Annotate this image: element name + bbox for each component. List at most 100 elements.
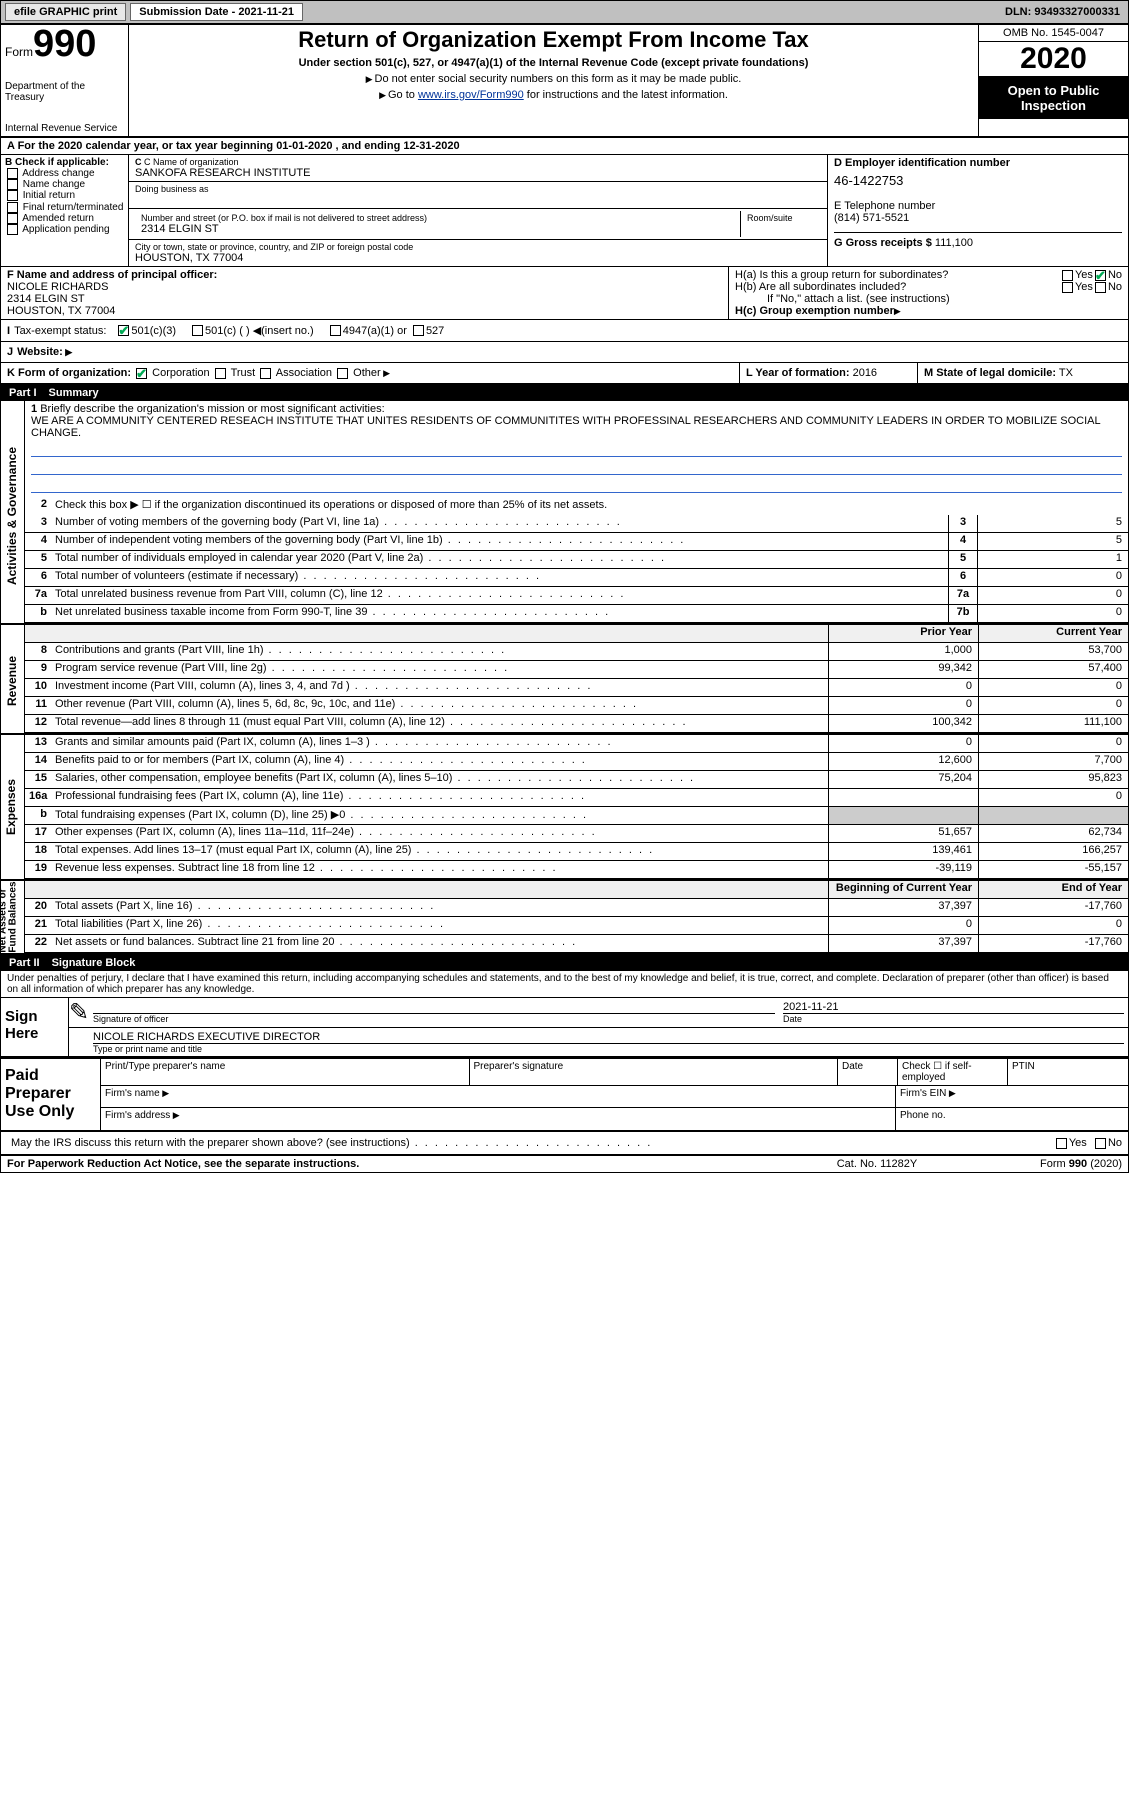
form-label: Form: [5, 45, 33, 59]
header-left: Form990 Department of the Treasury Inter…: [1, 25, 129, 136]
chk-app-pending[interactable]: Application pending: [5, 224, 124, 235]
line-b: bTotal fundraising expenses (Part IX, co…: [25, 807, 1128, 825]
addr-label: Number and street (or P.O. box if mail i…: [141, 213, 734, 223]
col-b-label: B Check if applicable:: [5, 157, 124, 168]
expenses-section: Expenses 13Grants and similar amounts pa…: [1, 735, 1128, 881]
paid-preparer-block: Paid Preparer Use Only Print/Type prepar…: [1, 1057, 1128, 1132]
chk-final-return[interactable]: Final return/terminated: [5, 202, 124, 213]
header-middle: Return of Organization Exempt From Incom…: [129, 25, 978, 136]
officer-name: NICOLE RICHARDS: [7, 281, 722, 293]
tel-label: E Telephone number: [834, 200, 1122, 212]
discuss-yes[interactable]: [1056, 1138, 1067, 1149]
col-h-group: H(a) Is this a group return for subordin…: [728, 267, 1128, 319]
chk-4947[interactable]: [330, 325, 341, 336]
section-b-c-d: B Check if applicable: Address change Na…: [1, 155, 1128, 267]
preparer-name[interactable]: Print/Type preparer's name: [101, 1059, 470, 1085]
line-10: 10Investment income (Part VIII, column (…: [25, 679, 1128, 697]
preparer-sig[interactable]: Preparer's signature: [470, 1059, 839, 1085]
form-title: Return of Organization Exempt From Incom…: [133, 27, 974, 53]
ha-row: H(a) Is this a group return for subordin…: [735, 269, 1122, 281]
dept-irs: Internal Revenue Service: [5, 123, 124, 134]
chk-527[interactable]: [413, 325, 424, 336]
line-8: 8Contributions and grants (Part VIII, li…: [25, 643, 1128, 661]
line-4: 4Number of independent voting members of…: [25, 533, 1128, 551]
ha-yes[interactable]: [1062, 270, 1073, 281]
chk-address-change[interactable]: Address change: [5, 168, 124, 179]
line-20: 20Total assets (Part X, line 16)37,397-1…: [25, 899, 1128, 917]
ha-no[interactable]: [1095, 270, 1106, 281]
chk-assoc[interactable]: [260, 368, 271, 379]
vlabel-netassets: Net Assets orFund Balances: [1, 881, 25, 953]
hc-row: H(c) Group exemption number: [735, 305, 1122, 317]
dln: DLN: 93493327000331: [1001, 4, 1124, 20]
pen-icon: ✎: [69, 998, 89, 1027]
chk-501c[interactable]: [192, 325, 203, 336]
preparer-selfemp[interactable]: Check ☐ if self-employed: [898, 1059, 1008, 1085]
netassets-header: Beginning of Current Year End of Year: [25, 881, 1128, 899]
ein-value: 46-1422753: [834, 169, 1122, 192]
sign-here-block: Sign Here ✎ Signature of officer 2021-11…: [1, 998, 1128, 1057]
row-i-tax-status: I Tax-exempt status: 501(c)(3) 501(c) ( …: [1, 320, 1128, 342]
efile-print-button[interactable]: efile GRAPHIC print: [5, 3, 126, 21]
chk-amended-return[interactable]: Amended return: [5, 213, 124, 224]
city-block: City or town, state or province, country…: [129, 240, 827, 266]
col-d-ein: D Employer identification number 46-1422…: [828, 155, 1128, 266]
footer: For Paperwork Reduction Act Notice, see …: [1, 1156, 1128, 1172]
section-f-h: F Name and address of principal officer:…: [1, 267, 1128, 320]
hb-note: If "No," attach a list. (see instruction…: [735, 293, 1122, 305]
line-12: 12Total revenue—add lines 8 through 11 (…: [25, 715, 1128, 733]
dba-label: Doing business as: [135, 184, 821, 194]
footer-paperwork: For Paperwork Reduction Act Notice, see …: [7, 1158, 792, 1170]
chk-501c3[interactable]: [118, 325, 129, 336]
line-19: 19Revenue less expenses. Subtract line 1…: [25, 861, 1128, 879]
omb-number: OMB No. 1545-0047: [979, 25, 1128, 42]
city-value: HOUSTON, TX 77004: [135, 252, 821, 264]
l-year: L Year of formation: 2016: [739, 363, 917, 383]
org-name: SANKOFA RESEARCH INSTITUTE: [135, 167, 821, 179]
revenue-section: Revenue Prior Year Current Year 8Contrib…: [1, 625, 1128, 735]
discuss-no[interactable]: [1095, 1138, 1106, 1149]
chk-name-change[interactable]: Name change: [5, 179, 124, 190]
row-j-website: J Website:: [1, 342, 1128, 363]
preparer-ptin[interactable]: PTIN: [1008, 1059, 1128, 1085]
chk-initial-return[interactable]: Initial return: [5, 190, 124, 201]
sign-here-label: Sign Here: [1, 998, 69, 1056]
line-b: bNet unrelated business taxable income f…: [25, 605, 1128, 623]
officer-label: F Name and address of principal officer:: [7, 269, 722, 281]
hb-no[interactable]: [1095, 282, 1106, 293]
firm-ein[interactable]: Firm's EIN: [896, 1086, 1128, 1107]
org-name-label: C C Name of organization: [135, 157, 821, 167]
m-state: M State of legal domicile: TX: [917, 363, 1128, 383]
activities-governance-section: Activities & Governance 1 Briefly descri…: [1, 401, 1128, 625]
line-2: 2Check this box ▶ ☐ if the organization …: [25, 497, 1128, 515]
irs-link[interactable]: www.irs.gov/Form990: [418, 89, 524, 101]
officer-signature-line[interactable]: [93, 1000, 775, 1014]
line-22: 22Net assets or fund balances. Subtract …: [25, 935, 1128, 953]
ein-label: D Employer identification number: [834, 157, 1122, 169]
revenue-header: Prior Year Current Year: [25, 625, 1128, 643]
footer-formno: Form 990 (2020): [962, 1158, 1122, 1170]
chk-other[interactable]: [337, 368, 348, 379]
chk-trust[interactable]: [215, 368, 226, 379]
line-1-mission: 1 Briefly describe the organization's mi…: [25, 401, 1128, 497]
vlabel-governance: Activities & Governance: [1, 401, 25, 623]
preparer-date[interactable]: Date: [838, 1059, 898, 1085]
line-13: 13Grants and similar amounts paid (Part …: [25, 735, 1128, 753]
firm-name[interactable]: Firm's name: [101, 1086, 896, 1107]
line-18: 18Total expenses. Add lines 13–17 (must …: [25, 843, 1128, 861]
firm-phone[interactable]: Phone no.: [896, 1108, 1128, 1130]
firm-addr[interactable]: Firm's address: [101, 1108, 896, 1130]
officer-addr1: 2314 ELGIN ST: [7, 293, 722, 305]
line-17: 17Other expenses (Part IX, column (A), l…: [25, 825, 1128, 843]
dept-treasury: Department of the Treasury: [5, 81, 124, 103]
tax-year: 2020: [979, 42, 1128, 77]
chk-corp[interactable]: [136, 368, 147, 379]
officer-name-title: NICOLE RICHARDS EXECUTIVE DIRECTOR: [93, 1030, 1124, 1044]
form-subtitle: Under section 501(c), 527, or 4947(a)(1)…: [133, 57, 974, 69]
footer-catno: Cat. No. 11282Y: [792, 1158, 962, 1170]
vlabel-expenses: Expenses: [1, 735, 25, 879]
hb-yes[interactable]: [1062, 282, 1073, 293]
part-ii-bar: Part II Signature Block: [1, 955, 1128, 971]
line-6: 6Total number of volunteers (estimate if…: [25, 569, 1128, 587]
col-b-checkboxes: B Check if applicable: Address change Na…: [1, 155, 129, 266]
